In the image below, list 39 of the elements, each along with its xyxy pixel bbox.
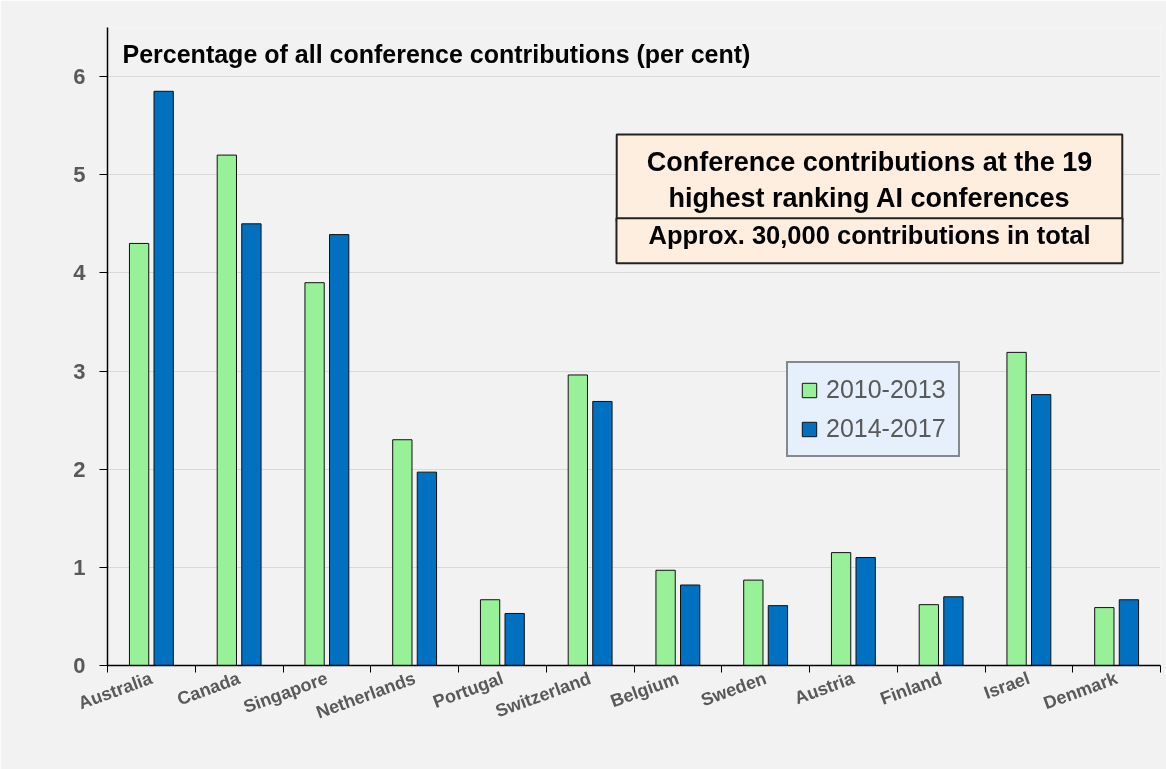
bar — [416, 471, 438, 666]
y-tick-label: 2 — [73, 456, 86, 482]
legend-label: 2010-2013 — [826, 375, 946, 404]
bar — [241, 223, 262, 666]
bar — [153, 90, 174, 666]
bar — [392, 439, 413, 666]
x-tick-label: Austria — [791, 667, 858, 709]
bar — [592, 400, 613, 666]
bar — [567, 374, 588, 666]
bar — [830, 552, 852, 666]
bar — [329, 234, 350, 666]
bar — [855, 557, 876, 666]
bar — [504, 612, 525, 666]
bar — [1094, 607, 1115, 666]
bar — [680, 584, 701, 666]
y-tick-label: 6 — [73, 64, 86, 90]
y-tick-label: 4 — [73, 260, 87, 286]
bar — [943, 596, 964, 666]
bar — [1118, 599, 1140, 666]
legend-label: 2014-2017 — [826, 414, 946, 443]
bar — [479, 599, 501, 666]
bar — [918, 604, 939, 666]
bar — [304, 282, 325, 666]
y-tick-label: 0 — [73, 653, 86, 678]
bar — [767, 605, 789, 666]
x-tick-label: Israel — [981, 668, 1033, 704]
y-tick-label: 1 — [73, 554, 86, 580]
bar — [128, 242, 150, 666]
annotation: Approx. 30,000 contributions in total — [648, 221, 1091, 250]
bar — [743, 579, 764, 666]
bar — [655, 569, 676, 666]
bar — [1031, 394, 1052, 666]
y-tick-label: 3 — [73, 358, 86, 384]
y-tick-label: 5 — [73, 162, 86, 188]
bar — [1006, 351, 1027, 666]
bar — [216, 154, 237, 666]
text: Percentage of all conference contributions (per cent) — [122, 39, 751, 68]
annotation: Conference contributions at the 19 highest ranking AI conferences — [646, 146, 1093, 213]
x-tick-label: Canada — [174, 667, 244, 710]
